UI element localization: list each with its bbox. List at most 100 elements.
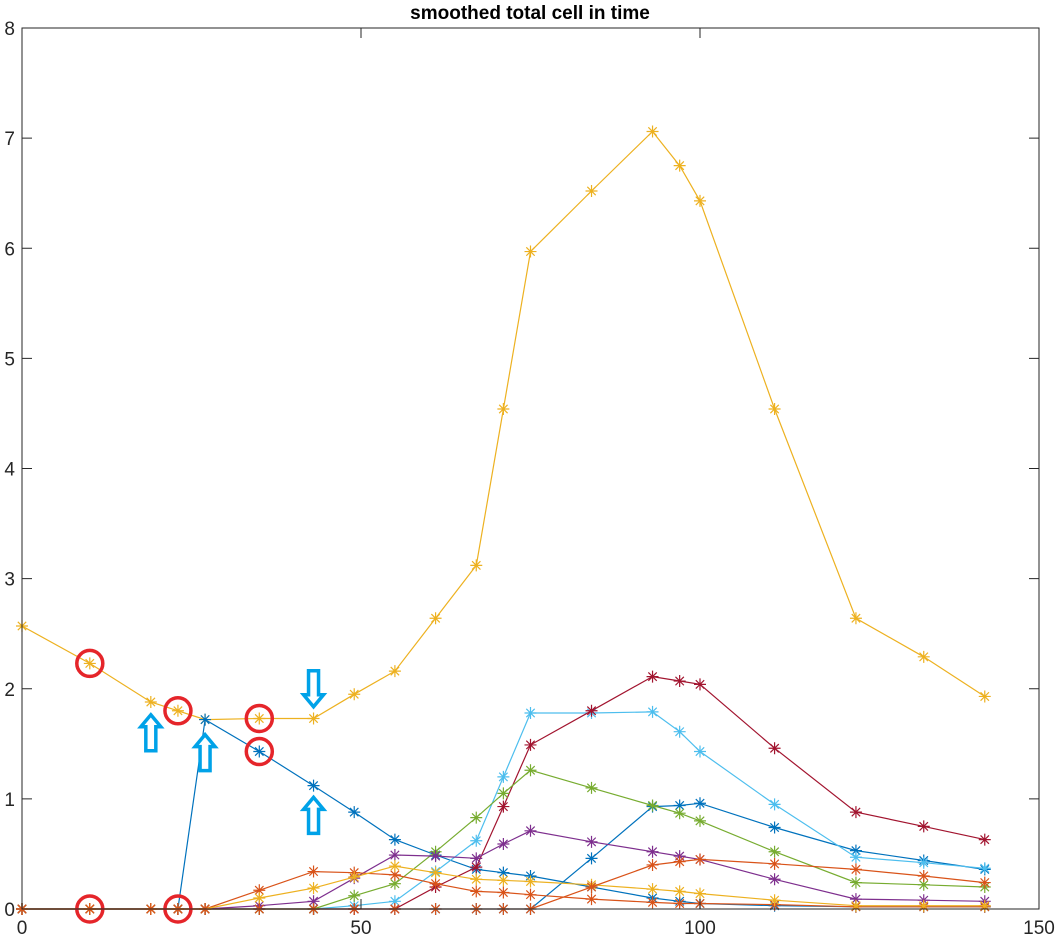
- data-point-marker: [585, 880, 598, 893]
- data-point-marker: [348, 806, 361, 819]
- highlight-circle: [244, 736, 275, 767]
- data-point-marker: [144, 695, 157, 708]
- data-point-marker: [524, 245, 537, 258]
- data-point-marker: [253, 884, 266, 897]
- data-point-marker: [917, 650, 930, 663]
- data-point-marker: [673, 675, 686, 688]
- axes-box: [21, 27, 1040, 910]
- data-point-marker: [917, 869, 930, 882]
- data-point-marker: [694, 194, 706, 207]
- data-point-marker: [83, 657, 96, 670]
- data-point-marker: [646, 799, 659, 812]
- data-point-marker: [524, 824, 537, 837]
- data-point-marker: [978, 690, 991, 703]
- data-point-marker: [307, 865, 320, 878]
- data-point-marker: [673, 159, 686, 172]
- data-point-marker: [307, 779, 320, 792]
- data-point-marker: [429, 850, 442, 863]
- data-point-marker: [388, 665, 401, 678]
- data-point-marker: [917, 856, 930, 869]
- data-point-marker: [348, 871, 361, 884]
- x-tick-label: 100: [684, 918, 716, 939]
- data-point-marker: [646, 705, 659, 718]
- data-point-marker: [849, 851, 862, 864]
- data-point-marker: [585, 781, 598, 794]
- data-point-marker: [978, 876, 991, 889]
- y-tick-label: 1: [4, 790, 15, 811]
- x-axis: 0 50 100 150: [17, 28, 1055, 939]
- data-point-marker: [917, 820, 930, 833]
- data-point-marker: [307, 712, 320, 725]
- y-tick-label: 5: [4, 349, 15, 370]
- data-point-marker: [585, 893, 598, 906]
- data-point-marker: [307, 895, 320, 908]
- data-point-marker: [497, 866, 510, 879]
- data-point-marker: [497, 787, 510, 800]
- data-point-marker: [768, 873, 781, 886]
- data-point-marker: [694, 853, 706, 866]
- y-tick-label: 3: [4, 570, 15, 591]
- data-point-marker: [253, 745, 266, 758]
- data-point-marker: [585, 184, 598, 197]
- data-point-marker: [694, 678, 706, 691]
- data-point-marker: [917, 878, 930, 891]
- data-point-marker: [470, 885, 483, 898]
- data-point-marker: [673, 885, 686, 898]
- data-point-marker: [470, 834, 483, 847]
- data-point-marker: [199, 713, 212, 726]
- chart-title: smoothed total cell in time: [410, 3, 650, 24]
- data-point-marker: [646, 125, 659, 138]
- data-point-marker: [694, 814, 706, 827]
- annotation-arrow-up: [137, 712, 165, 753]
- data-point-marker: [524, 738, 537, 751]
- highlight-circle: [244, 703, 275, 734]
- data-point-marker: [388, 895, 401, 908]
- data-point-marker: [388, 833, 401, 846]
- data-point-marker: [524, 888, 537, 901]
- y-tick-label: 8: [4, 19, 15, 40]
- y-tick-label: 6: [4, 239, 15, 260]
- data-point-marker: [470, 873, 483, 886]
- data-point-marker: [497, 403, 510, 416]
- data-point-marker: [694, 745, 706, 758]
- data-point-marker: [470, 559, 483, 572]
- data-point-marker: [524, 875, 537, 888]
- data-point-marker: [470, 861, 483, 874]
- data-point-marker: [497, 874, 510, 887]
- data-point-marker: [307, 882, 320, 895]
- data-point-marker: [585, 852, 598, 865]
- data-point-marker: [673, 897, 686, 910]
- annotation-arrow-down: [299, 669, 328, 710]
- y-tick-label: 0: [4, 900, 15, 921]
- y-tick-label: 7: [4, 129, 15, 150]
- data-point-marker: [768, 742, 781, 755]
- highlight-circle: [75, 648, 105, 679]
- data-point-marker: [978, 899, 991, 912]
- data-point-marker: [388, 868, 401, 881]
- data-point-marker: [429, 866, 442, 879]
- data-point-marker: [768, 821, 781, 834]
- data-point-marker: [849, 876, 862, 889]
- data-point-marker: [849, 806, 862, 819]
- data-point-marker: [388, 860, 401, 873]
- data-point-marker: [429, 612, 442, 625]
- data-point-marker: [470, 811, 483, 824]
- y-tick-label: 2: [4, 680, 15, 701]
- data-point-marker: [524, 764, 537, 777]
- data-point-marker: [348, 889, 361, 902]
- data-point-marker: [673, 807, 686, 820]
- series-line: [21, 130, 986, 721]
- data-point-marker: [646, 896, 659, 909]
- x-tick-label: 0: [17, 918, 28, 939]
- data-point-marker: [849, 612, 862, 625]
- data-point-marker: [585, 704, 598, 717]
- data-point-marker: [497, 770, 510, 783]
- data-point-marker: [646, 883, 659, 896]
- data-point-marker: [978, 833, 991, 846]
- data-point-marker: [694, 797, 706, 810]
- data-point-marker: [917, 899, 930, 912]
- highlight-circle: [163, 696, 193, 726]
- data-point-marker: [253, 891, 266, 904]
- data-point-marker: [497, 886, 510, 899]
- data-point-marker: [646, 670, 659, 683]
